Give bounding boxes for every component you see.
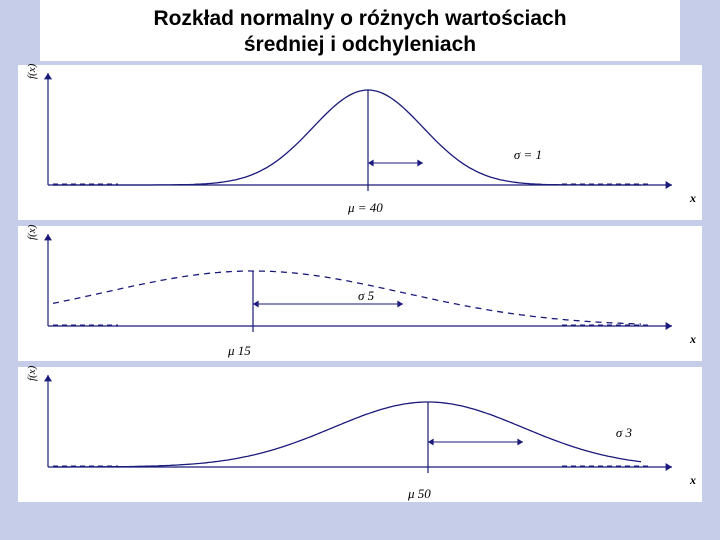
chart-panels: f(x) x σ = 1 μ = 40 f(x) x σ 5 μ 15 f(x)… [0, 61, 720, 516]
mu-annotation: μ 50 [408, 486, 431, 502]
mu-annotation: μ 15 [228, 343, 251, 359]
x-axis-label: x [690, 332, 696, 347]
chart-svg-2 [18, 367, 702, 502]
page-title: Rozkład normalny o różnych wartościach ś… [40, 0, 680, 61]
sigma-annotation: σ 3 [616, 425, 632, 441]
mu-annotation: μ = 40 [348, 200, 383, 216]
y-axis-label: f(x) [26, 224, 38, 239]
sigma-annotation: σ 5 [358, 288, 374, 304]
y-axis-label: f(x) [26, 63, 38, 78]
title-line-2: średniej i odchyleniach [244, 33, 476, 56]
sigma-annotation: σ = 1 [514, 147, 542, 163]
title-line-1: Rozkład normalny o różnych wartościach [153, 7, 566, 30]
chart-panel-2: f(x) x σ 3 μ 50 [18, 367, 702, 502]
x-axis-label: x [690, 473, 696, 488]
chart-panel-1: f(x) x σ 5 μ 15 [18, 226, 702, 361]
x-axis-label: x [690, 191, 696, 206]
y-axis-label: f(x) [26, 365, 38, 380]
chart-svg-0 [18, 65, 702, 220]
chart-panel-0: f(x) x σ = 1 μ = 40 [18, 65, 702, 220]
